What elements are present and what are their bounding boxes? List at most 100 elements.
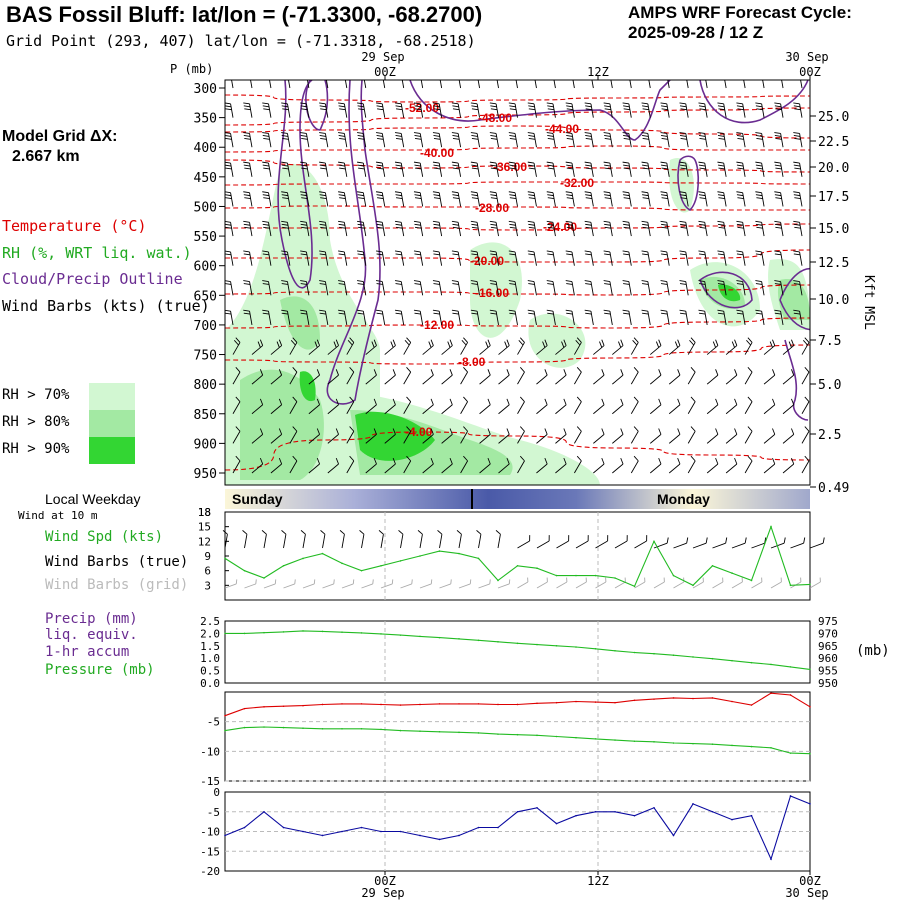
surface-wind-staff	[517, 540, 530, 549]
wind-barb-flag	[509, 164, 516, 167]
wind-barb	[338, 220, 348, 237]
temperature-line-point	[516, 703, 519, 706]
wind-barb-flag	[566, 164, 573, 167]
wind-barb	[717, 309, 727, 326]
wind-barb-flag	[244, 226, 251, 229]
wind-speed-line-point	[555, 574, 558, 577]
wind-barb-staff	[324, 311, 329, 326]
wind-tick-label: 12	[198, 535, 211, 548]
wind-barb	[243, 161, 253, 177]
wind-barb-staff	[438, 80, 443, 89]
wind-barb-flag	[584, 250, 592, 253]
wind-barb	[536, 339, 548, 355]
dewpoint-line-point	[419, 730, 421, 732]
wind-barb	[281, 250, 291, 266]
wind-barb	[687, 366, 696, 385]
wind-barb-staff	[593, 463, 605, 474]
precip-tick-label: 0.0	[200, 677, 220, 690]
wind-barb-staff	[324, 103, 329, 118]
wind-barb-flag	[604, 253, 611, 256]
wind-barb-staff	[649, 404, 662, 415]
wind-barb	[641, 132, 651, 148]
wind-barb-flag	[281, 223, 289, 226]
wind-barb-flag	[338, 223, 345, 226]
wind-barb-staff	[324, 192, 329, 207]
wind-barb	[394, 309, 405, 326]
wind-barb-flag	[376, 283, 383, 285]
surface-wind-staff	[536, 540, 550, 549]
wind-barb	[432, 132, 443, 148]
wind-barb-staff	[744, 431, 753, 444]
wind-barb	[736, 220, 746, 237]
wind-barb-flag	[338, 283, 345, 285]
wind-barb-flag	[301, 226, 308, 229]
wind-barb-flag	[263, 197, 270, 200]
wind-barb-staff	[230, 80, 234, 89]
wind-barb-staff	[362, 133, 367, 148]
rh80-region	[280, 296, 320, 350]
wind-barb-staff	[630, 342, 639, 355]
kft-tick-label: 2.5	[818, 428, 841, 443]
surface-wind-staff	[751, 542, 765, 549]
wind-barb-flag	[736, 223, 744, 226]
grid-wind-barb	[770, 577, 782, 589]
wind-barb	[489, 309, 499, 326]
wind-barb-flag	[563, 398, 567, 405]
wind-barb-flag	[623, 223, 630, 226]
wind-barb	[270, 369, 283, 385]
wind-barb-flag	[335, 369, 339, 376]
wind-barb-flag	[622, 280, 629, 282]
wind-barb	[413, 220, 424, 237]
temperature-contour-label: -16.00	[475, 286, 509, 300]
wind-barb-flag	[262, 191, 269, 194]
wind-barb-flag	[718, 108, 725, 111]
wind-barb-staff	[571, 222, 575, 237]
cloud-outline	[779, 268, 810, 331]
wind-barb-flag	[262, 253, 270, 256]
wind-barb-flag	[528, 312, 535, 315]
wind-barb	[536, 369, 548, 385]
wind-barb-staff	[536, 345, 548, 355]
temperature-contour	[225, 94, 810, 103]
wind-barb-flag	[680, 167, 687, 170]
temperature-contour	[225, 107, 810, 126]
wind-barb-flag	[679, 312, 687, 315]
wind-barb-flag	[794, 137, 801, 140]
wind-barb-staff	[381, 281, 386, 296]
wind-barb	[508, 250, 518, 266]
wind-barb-flag	[736, 191, 743, 194]
wind-barb-staff	[514, 103, 518, 118]
wind-barb	[413, 250, 424, 266]
wind-barb-flag	[623, 105, 630, 108]
wind-barb-flag	[470, 220, 478, 223]
wind-barb	[339, 80, 348, 89]
wind-barb-flag	[394, 309, 402, 312]
wind-barb-staff	[763, 434, 776, 444]
wind-barb-flag	[395, 223, 402, 226]
wind-barb-staff	[799, 281, 803, 296]
wind-barb-staff	[419, 192, 424, 207]
wind-barb-flag	[339, 167, 346, 170]
wind-barb-flag	[358, 226, 365, 229]
wind-barb	[243, 250, 253, 266]
wind-barb-flag	[528, 223, 535, 226]
wind-barb-staff	[324, 222, 329, 237]
wind-barb	[517, 396, 525, 414]
grid-wind-flag	[741, 577, 743, 583]
wind-barb	[679, 161, 689, 177]
wind-barb-flag	[338, 253, 345, 256]
wind-barb-flag	[509, 283, 516, 285]
wind-barb-staff	[365, 374, 377, 385]
wind-barb-flag	[755, 220, 762, 223]
wind-barb-staff	[419, 133, 424, 148]
wind-barb-flag	[736, 312, 744, 315]
wind-barb	[498, 339, 510, 355]
grid-wind-barb	[536, 577, 548, 589]
wind-barb-staff	[799, 192, 803, 207]
wind-barb-flag	[433, 135, 440, 137]
wind-barb-flag	[576, 396, 582, 402]
wind-barb-flag	[395, 312, 402, 315]
wind-barb-flag	[620, 428, 624, 435]
wind-barb-flag	[335, 428, 339, 435]
wind-barb-flag	[584, 132, 592, 134]
